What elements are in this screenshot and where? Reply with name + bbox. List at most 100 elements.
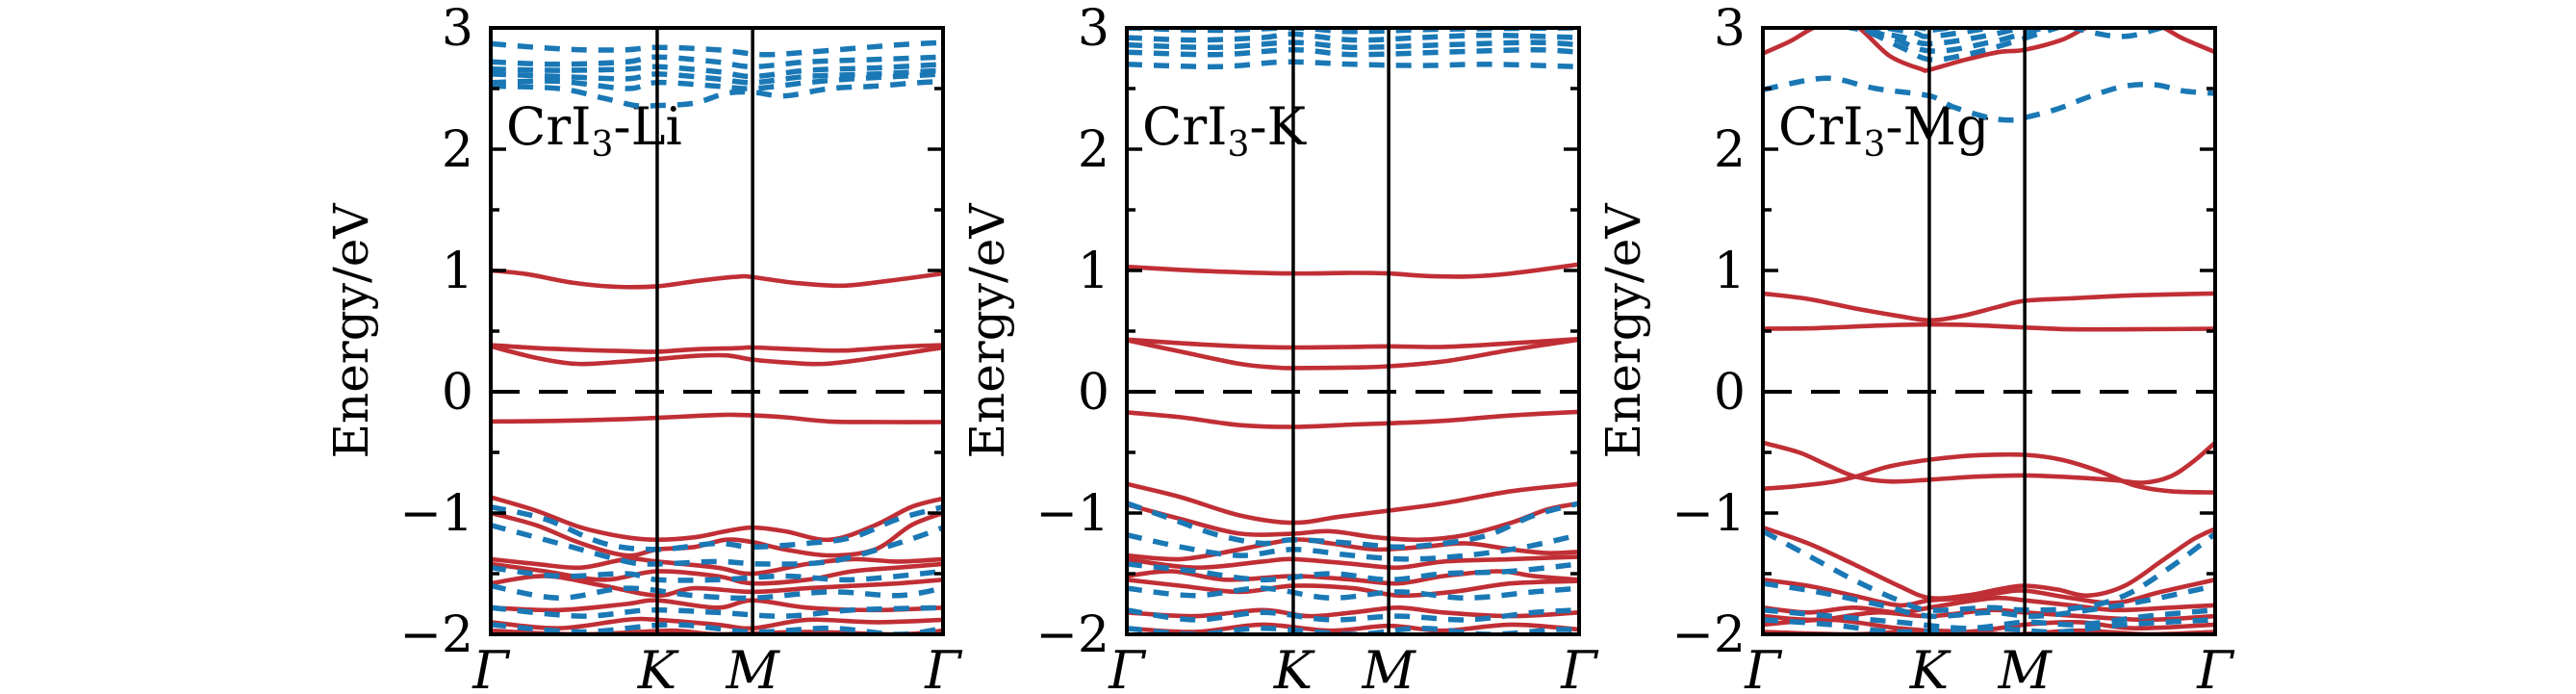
band-panel-cri3-li: CrI3-Li 3 2 1 0 −1 −2 Γ K M Γ Energy/eV xyxy=(327,0,1001,694)
band-line-spin-down xyxy=(1763,580,2215,620)
x-tick-label-Γ: Γ xyxy=(472,640,511,694)
band-line-spin-down xyxy=(491,62,943,80)
band-line-spin-down xyxy=(1127,39,1579,50)
band-line-spin-down xyxy=(491,604,943,619)
band-line-spin-up xyxy=(1127,604,1579,619)
panel-label-suffix: -K xyxy=(1249,96,1306,157)
band-line-spin-up xyxy=(1127,537,1579,562)
band-line-spin-up xyxy=(1127,554,1579,571)
band-line-spin-up xyxy=(1763,578,2215,608)
band-line-spin-down xyxy=(1763,528,2215,613)
panel-label-suffix: -Mg xyxy=(1885,96,1990,157)
panel-label-subscript: 3 xyxy=(1863,125,1886,165)
band-line-spin-down xyxy=(1127,31,1579,43)
band-panel-cri3-mg: CrI3-Mg 3 2 1 0 −1 −2 Γ K M Γ Energy/eV xyxy=(1599,0,2273,694)
band-line-spin-down xyxy=(1127,501,1579,551)
band-line-spin-down xyxy=(1127,59,1579,70)
y-tick-label: −2 xyxy=(399,606,473,664)
y-tick-label: 2 xyxy=(1078,121,1109,179)
y-tick-label: 3 xyxy=(442,0,473,58)
band-line-spin-up xyxy=(1127,336,1579,350)
y-tick-label: 0 xyxy=(1714,364,1746,422)
x-tick-label-Γ: Γ xyxy=(1108,640,1147,694)
band-line-spin-up xyxy=(1763,595,2215,615)
band-line-spin-up xyxy=(1763,525,2215,602)
band-line-spin-up xyxy=(491,412,943,424)
band-line-spin-down xyxy=(1127,46,1579,58)
energy-axis-label: Energy/eV xyxy=(1599,203,1651,459)
y-tick-label: 3 xyxy=(1714,0,1746,58)
band-line-spin-up xyxy=(1763,28,2215,73)
y-tick-label: 0 xyxy=(1078,364,1109,422)
y-tick-label: 2 xyxy=(442,121,473,179)
panel-label-prefix: CrI xyxy=(1778,96,1864,157)
x-tick-label-Γ: Γ xyxy=(1560,640,1599,694)
band-line-spin-down xyxy=(491,39,943,58)
y-tick-label: −1 xyxy=(1035,485,1109,543)
band-line-spin-up xyxy=(1763,451,2215,495)
y-tick-label: −1 xyxy=(399,485,473,543)
x-tick-label-M: M xyxy=(1361,640,1416,694)
band-line-spin-up xyxy=(1127,622,1579,634)
panel-label-suffix: -Li xyxy=(613,96,682,157)
band-line-spin-down xyxy=(1763,617,2215,634)
band-line-spin-down xyxy=(491,522,943,567)
band-line-spin-down xyxy=(1127,561,1579,583)
energy-axis-label: Energy/eV xyxy=(327,203,379,459)
x-tick-label-Γ: Γ xyxy=(924,640,963,694)
x-tick-label-K: K xyxy=(1909,640,1951,694)
band-line-spin-down xyxy=(2065,28,2171,39)
band-line-spin-up xyxy=(1763,440,2215,485)
band-line-spin-down xyxy=(491,67,943,86)
y-tick-label: −1 xyxy=(1671,485,1746,543)
panel-label-prefix: CrI xyxy=(1142,96,1228,157)
panel-label-subscript: 3 xyxy=(591,125,614,165)
band-line-spin-up xyxy=(491,343,943,354)
panel-label-prefix: CrI xyxy=(506,96,592,157)
band-line-spin-up xyxy=(491,616,943,631)
panel-label-subscript: 3 xyxy=(1227,125,1250,165)
band-line-spin-down xyxy=(491,71,943,91)
x-tick-label-M: M xyxy=(725,640,780,694)
band-line-spin-up xyxy=(491,344,943,367)
band-line-spin-up xyxy=(491,598,943,613)
band-line-spin-down xyxy=(491,504,943,553)
band-line-spin-down xyxy=(1837,28,2031,47)
band-line-spin-down xyxy=(491,78,943,110)
band-line-spin-up xyxy=(491,268,943,290)
x-tick-label-M: M xyxy=(1997,640,2053,694)
energy-axis-label: Energy/eV xyxy=(963,203,1015,459)
band-line-spin-up xyxy=(1127,481,1579,526)
band-line-spin-up xyxy=(491,556,943,577)
panel-label-cri3-k: CrI3-K xyxy=(1142,96,1306,165)
x-tick-label-K: K xyxy=(1273,640,1315,694)
band-line-spin-up xyxy=(491,495,943,543)
band-line-spin-up xyxy=(1127,578,1579,599)
band-line-spin-up xyxy=(1127,337,1579,371)
band-line-spin-down xyxy=(1868,28,2003,39)
x-tick-label-K: K xyxy=(637,640,679,694)
band-line-spin-down xyxy=(1836,28,2053,54)
band-panel-cri3-k: CrI3-K 3 2 1 0 −1 −2 Γ K M Γ Energy/eV xyxy=(963,0,1637,694)
x-tick-label-Γ: Γ xyxy=(2196,640,2235,694)
band-line-spin-down xyxy=(1127,625,1579,634)
band-line-spin-up xyxy=(491,574,943,599)
y-tick-label: 3 xyxy=(1078,0,1109,58)
band-line-spin-up xyxy=(1127,409,1579,429)
band-line-spin-up xyxy=(1763,291,2215,323)
band-line-spin-up xyxy=(1763,321,2215,332)
panel-label-cri3-mg: CrI3-Mg xyxy=(1778,96,1989,165)
plot-border xyxy=(1125,26,1581,636)
band-line-spin-down xyxy=(491,564,943,583)
band-line-spin-up xyxy=(1127,262,1579,279)
band-line-spin-down xyxy=(1763,75,2215,123)
y-tick-label: 1 xyxy=(442,243,473,300)
y-tick-label: 2 xyxy=(1714,121,1746,179)
x-tick-label-Γ: Γ xyxy=(1744,640,1783,694)
band-line-spin-down xyxy=(491,54,943,70)
y-tick-label: −2 xyxy=(1671,606,1746,664)
